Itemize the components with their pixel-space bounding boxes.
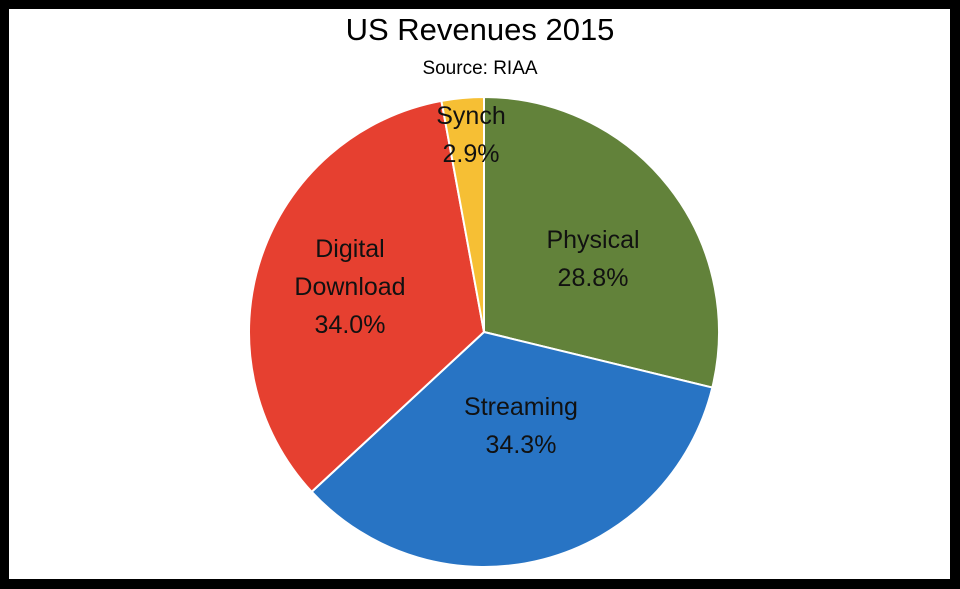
chart-title: US Revenues 2015: [345, 12, 615, 47]
slice-label-synch: Synch 2.9%: [436, 102, 505, 168]
chart-subtitle: Source: RIAA: [422, 58, 538, 79]
pie-slice-streaming: [310, 330, 714, 568]
pie-slice-synch: [440, 95, 485, 333]
slice-label-physical: Physical 28.8%: [546, 226, 639, 292]
pie-slice-physical: [483, 95, 720, 389]
slice-label-streaming: Streaming 34.3%: [464, 393, 578, 459]
pie-slice-digital-download: [248, 99, 486, 494]
slice-label-digital-download: Digital Download 34.0%: [294, 235, 405, 339]
